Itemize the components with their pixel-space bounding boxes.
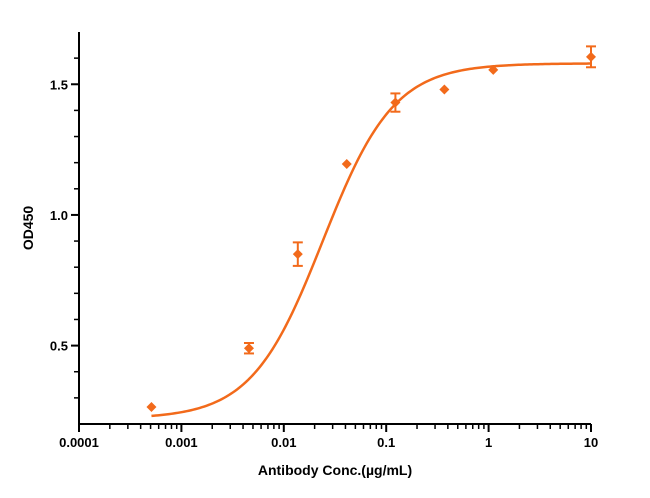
y-tick-label: 0.5 — [50, 339, 68, 354]
data-point — [390, 97, 401, 108]
data-point — [586, 51, 596, 62]
x-tick-label: 0.01 — [271, 435, 296, 450]
fit-curve — [151, 62, 592, 418]
data-point — [243, 343, 254, 354]
x-tick-label: 1 — [485, 435, 492, 450]
y-tick-label: 1.5 — [50, 77, 68, 92]
x-axis-title: Antibody Conc.(µg/mL) — [258, 462, 412, 478]
x-tick-label: 0.001 — [165, 435, 198, 450]
x-axis: 0.0001 0.001 0.01 0.1 1 10 Antibody Conc.(µg/… — [59, 423, 598, 478]
x-tick-label: 0.0001 — [59, 435, 99, 450]
data-point — [146, 402, 157, 413]
x-tick-label: 0.1 — [377, 435, 395, 450]
data-point — [488, 64, 499, 75]
y-axis-title: OD450 — [20, 206, 36, 251]
data-point — [292, 249, 303, 260]
y-ticks: 0.5 1.0 1.5 — [50, 57, 79, 399]
plot-area — [146, 45, 596, 418]
x-ticks: 0.0001 0.001 0.01 0.1 1 10 — [59, 424, 598, 450]
y-axis: 0.5 1.0 1.5 OD450 — [20, 32, 80, 424]
x-tick-label: 10 — [584, 435, 598, 450]
data-point — [439, 84, 450, 95]
data-point — [341, 158, 352, 169]
y-tick-label: 1.0 — [50, 208, 68, 223]
